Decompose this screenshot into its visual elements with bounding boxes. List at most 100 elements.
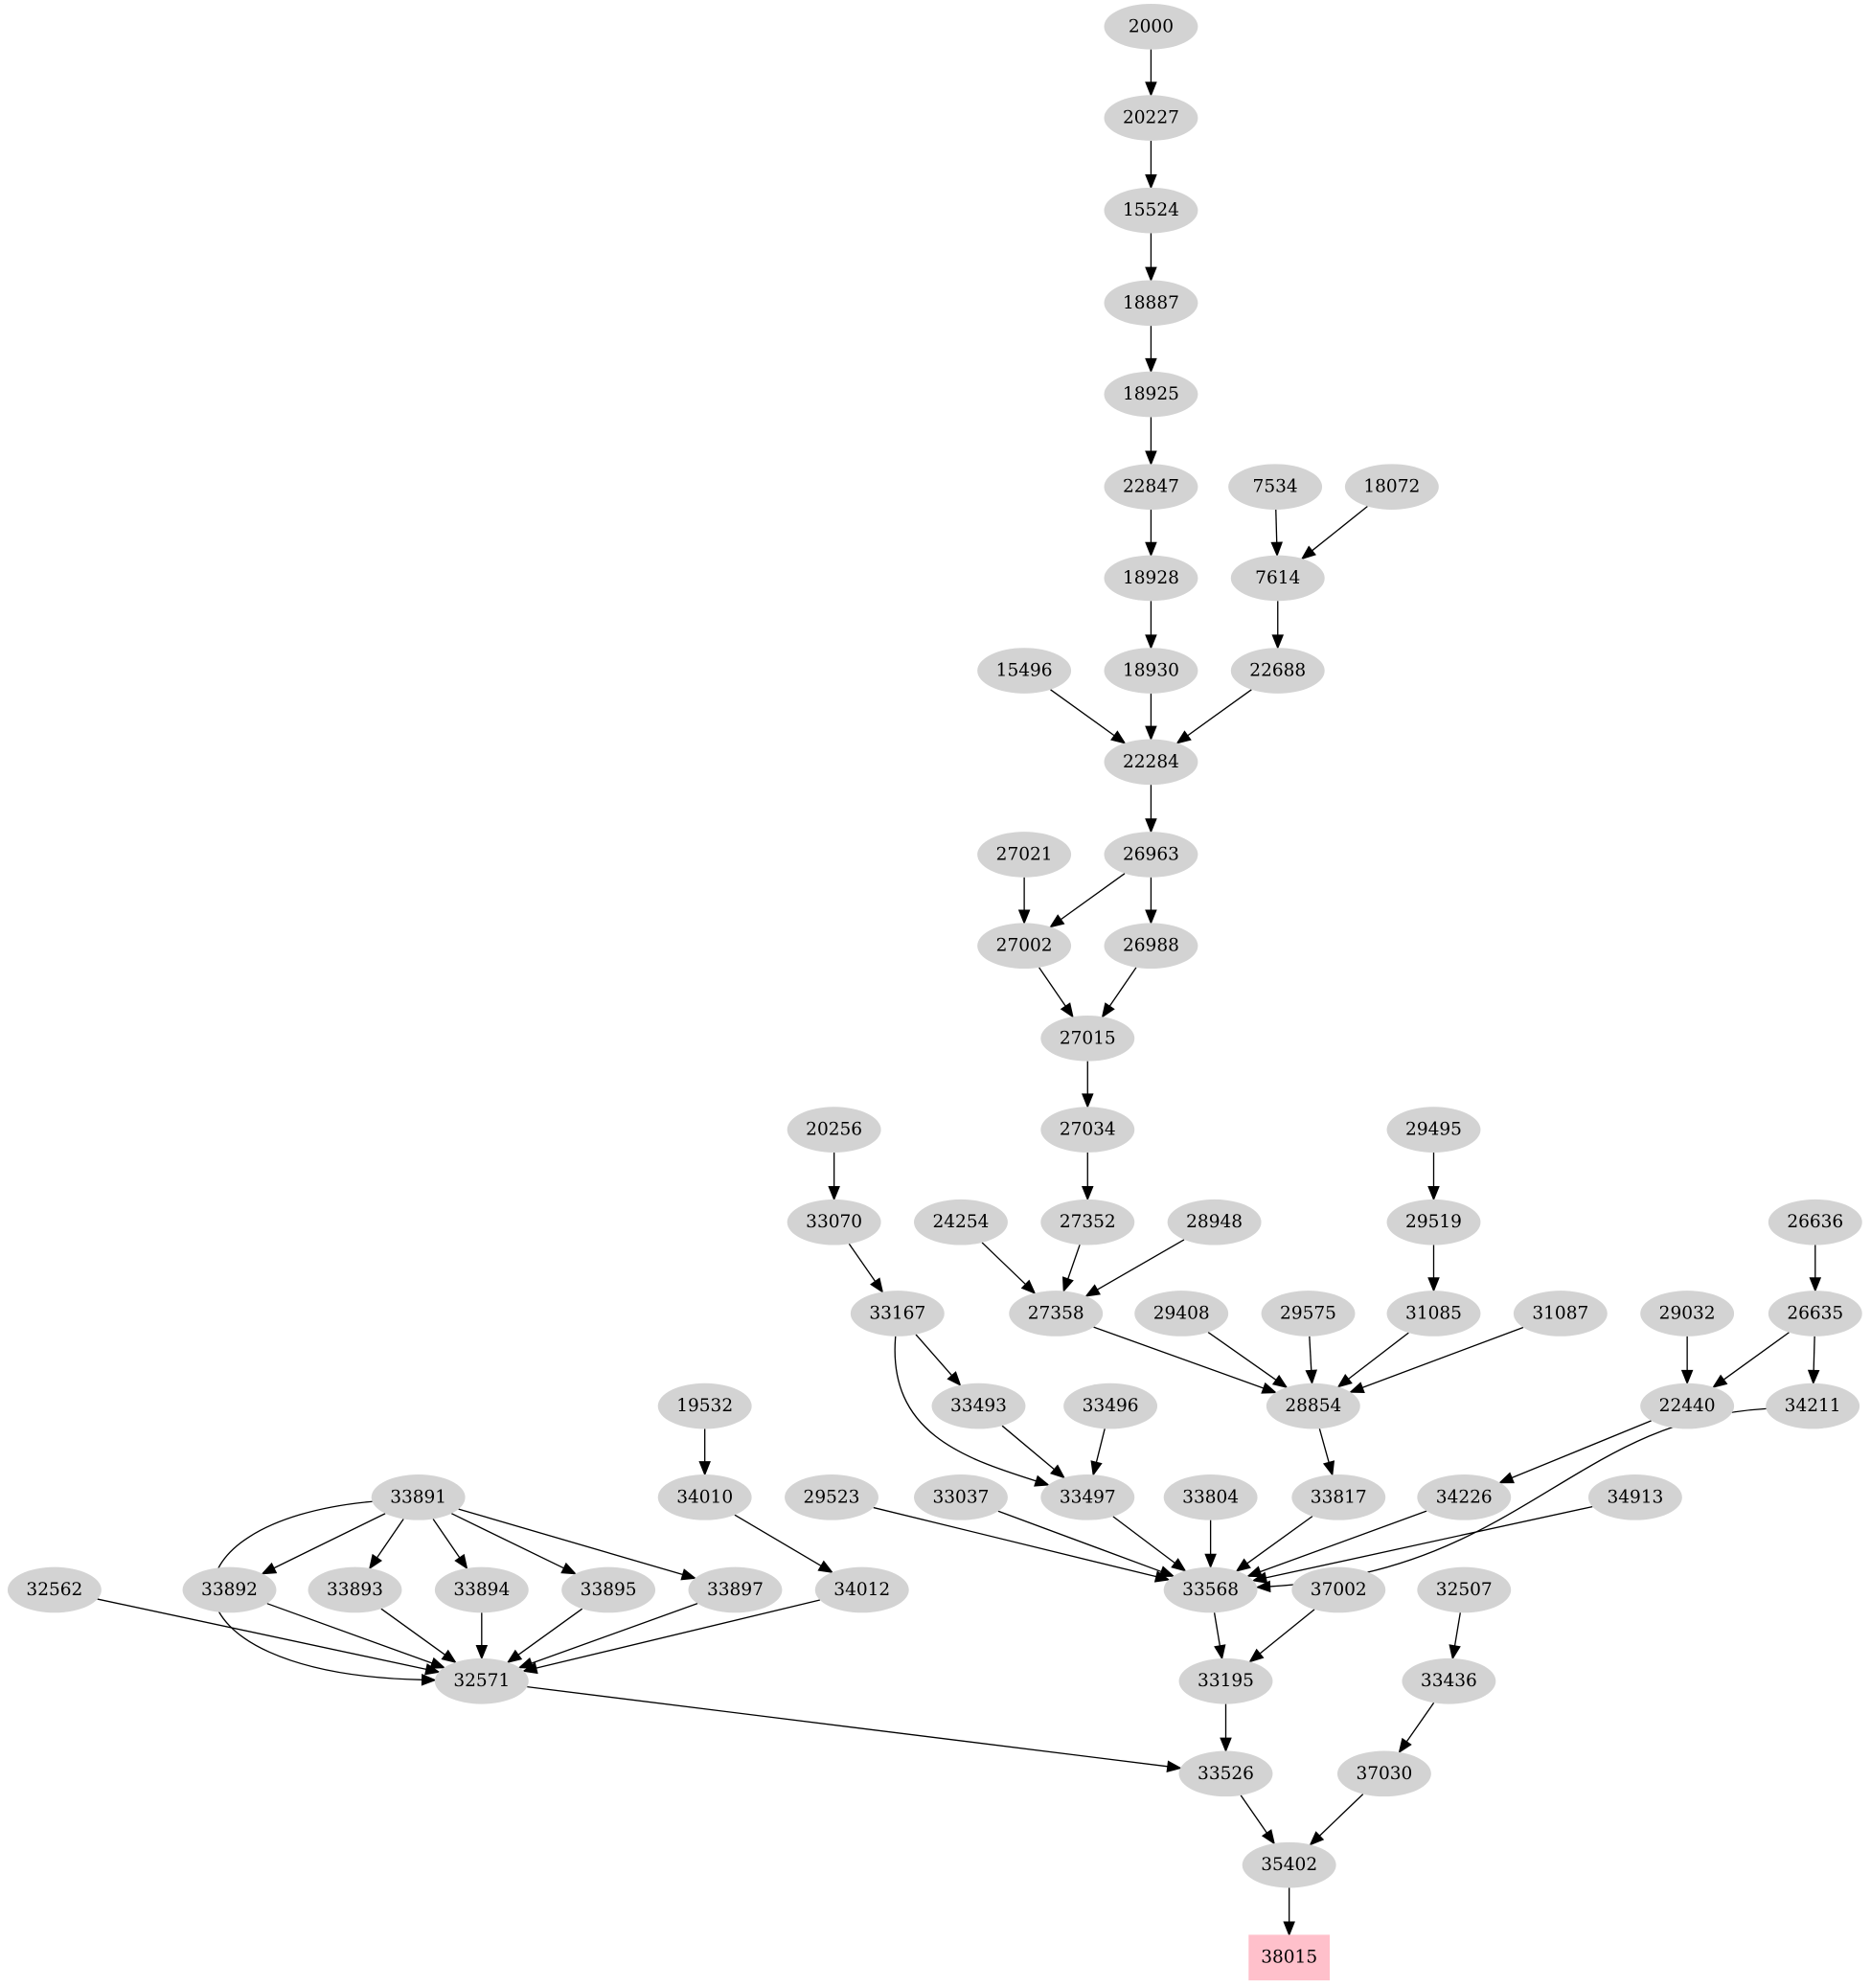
node-31087[interactable]: 31087 <box>1513 1291 1608 1337</box>
node-31085[interactable]: 31085 <box>1386 1291 1481 1337</box>
node-28948[interactable]: 28948 <box>1167 1199 1262 1245</box>
edge-32571-33526 <box>527 1685 1169 1768</box>
arrowhead <box>1322 1460 1335 1476</box>
node-label: 35402 <box>1261 1855 1317 1875</box>
node-37002[interactable]: 37002 <box>1291 1566 1386 1613</box>
node-27002[interactable]: 27002 <box>977 923 1072 970</box>
edge-28948-27358 <box>1096 1239 1185 1291</box>
node-ellipse <box>785 1474 878 1520</box>
node-27034[interactable]: 27034 <box>1040 1107 1135 1153</box>
node-33817[interactable]: 33817 <box>1291 1474 1386 1520</box>
node-26635[interactable]: 26635 <box>1768 1291 1862 1337</box>
edge-7534-7614 <box>1275 509 1278 543</box>
node-27021[interactable]: 27021 <box>977 832 1072 878</box>
node-29408[interactable]: 29408 <box>1134 1291 1229 1337</box>
node-18928[interactable]: 18928 <box>1104 555 1198 602</box>
node-33436[interactable]: 33436 <box>1402 1657 1496 1704</box>
arrowhead <box>1145 909 1157 925</box>
node-33167[interactable]: 33167 <box>850 1291 945 1337</box>
node-33070[interactable]: 33070 <box>787 1199 881 1245</box>
node-22688[interactable]: 22688 <box>1230 648 1325 694</box>
node-27352[interactable]: 27352 <box>1040 1199 1135 1245</box>
node-ellipse <box>1513 1291 1608 1337</box>
node-ellipse <box>1167 1199 1262 1245</box>
node-33037[interactable]: 33037 <box>914 1474 1008 1520</box>
node-24254[interactable]: 24254 <box>914 1199 1008 1245</box>
node-29575[interactable]: 29575 <box>1261 1291 1356 1337</box>
node-label: 33493 <box>950 1396 1007 1416</box>
arrowhead <box>1398 1737 1412 1754</box>
node-32507[interactable]: 32507 <box>1417 1566 1512 1613</box>
node-20256[interactable]: 20256 <box>787 1107 881 1153</box>
node-33195[interactable]: 33195 <box>1178 1657 1273 1704</box>
node-33568[interactable]: 33568 <box>1163 1566 1258 1613</box>
node-33496[interactable]: 33496 <box>1063 1382 1158 1429</box>
arrowhead <box>1204 1553 1217 1569</box>
node-33895[interactable]: 33895 <box>561 1566 656 1613</box>
node-label: 33526 <box>1198 1764 1254 1784</box>
node-27015[interactable]: 27015 <box>1040 1015 1135 1062</box>
node-37030[interactable]: 37030 <box>1336 1750 1431 1797</box>
node-7534[interactable]: 7534 <box>1228 464 1323 510</box>
node-26963[interactable]: 26963 <box>1104 832 1198 878</box>
node-ellipse <box>1134 1291 1229 1337</box>
node-33897[interactable]: 33897 <box>688 1566 783 1613</box>
node-33497[interactable]: 33497 <box>1040 1474 1135 1520</box>
edge-33891-33895 <box>450 1513 564 1569</box>
node-7614[interactable]: 7614 <box>1230 555 1325 602</box>
node-29495[interactable]: 29495 <box>1386 1107 1481 1153</box>
node-ellipse <box>1230 555 1325 602</box>
node-29519[interactable]: 29519 <box>1386 1199 1481 1245</box>
node-32562[interactable]: 32562 <box>7 1566 102 1613</box>
node-ellipse <box>1344 464 1439 510</box>
node-33893[interactable]: 33893 <box>308 1566 402 1613</box>
node-ellipse <box>1040 1199 1135 1245</box>
node-35402[interactable]: 35402 <box>1242 1841 1336 1888</box>
edge-33497-33568 <box>1112 1516 1175 1565</box>
node-2000[interactable]: 2000 <box>1104 3 1198 50</box>
node-15524[interactable]: 15524 <box>1104 187 1198 234</box>
arrowhead <box>475 1645 489 1660</box>
node-label: 18925 <box>1123 384 1179 404</box>
node-label: 27002 <box>996 936 1053 956</box>
node-28854[interactable]: 28854 <box>1266 1382 1360 1429</box>
node-27358[interactable]: 27358 <box>1009 1291 1104 1337</box>
node-33894[interactable]: 33894 <box>434 1566 529 1613</box>
node-33892[interactable]: 33892 <box>182 1566 277 1613</box>
node-32571[interactable]: 32571 <box>434 1657 529 1704</box>
edge-34913-33568 <box>1266 1505 1593 1579</box>
node-33804[interactable]: 33804 <box>1163 1474 1258 1520</box>
node-26988[interactable]: 26988 <box>1104 923 1198 970</box>
node-33526[interactable]: 33526 <box>1178 1750 1273 1797</box>
node-label: 33167 <box>869 1303 925 1323</box>
node-22440[interactable]: 22440 <box>1640 1382 1735 1429</box>
node-33493[interactable]: 33493 <box>931 1382 1026 1429</box>
node-ellipse <box>1640 1291 1735 1337</box>
node-38015[interactable]: 38015 <box>1248 1934 1331 1981</box>
arrowhead <box>1145 173 1157 190</box>
node-34226[interactable]: 34226 <box>1417 1474 1512 1520</box>
node-19532[interactable]: 19532 <box>657 1382 752 1429</box>
arrowhead <box>1680 1369 1694 1385</box>
node-34010[interactable]: 34010 <box>657 1474 752 1520</box>
node-22847[interactable]: 22847 <box>1104 464 1198 510</box>
arrowhead <box>1348 1382 1365 1394</box>
node-20227[interactable]: 20227 <box>1104 95 1198 141</box>
node-ellipse <box>1178 1750 1273 1797</box>
node-18887[interactable]: 18887 <box>1104 280 1198 327</box>
node-29523[interactable]: 29523 <box>785 1474 878 1520</box>
node-15496[interactable]: 15496 <box>977 648 1072 694</box>
node-22284[interactable]: 22284 <box>1104 739 1198 786</box>
node-33891[interactable]: 33891 <box>371 1474 466 1520</box>
node-34211[interactable]: 34211 <box>1766 1382 1860 1429</box>
node-26636[interactable]: 26636 <box>1768 1199 1862 1245</box>
node-18072[interactable]: 18072 <box>1344 464 1439 510</box>
node-29032[interactable]: 29032 <box>1640 1291 1735 1337</box>
node-18925[interactable]: 18925 <box>1104 371 1198 418</box>
node-18930[interactable]: 18930 <box>1104 648 1198 694</box>
node-34012[interactable]: 34012 <box>814 1566 909 1613</box>
node-34913[interactable]: 34913 <box>1587 1474 1682 1520</box>
node-label: 7614 <box>1255 568 1300 588</box>
edge-34012-32571 <box>536 1599 821 1669</box>
edge-37030-35402 <box>1318 1794 1364 1837</box>
